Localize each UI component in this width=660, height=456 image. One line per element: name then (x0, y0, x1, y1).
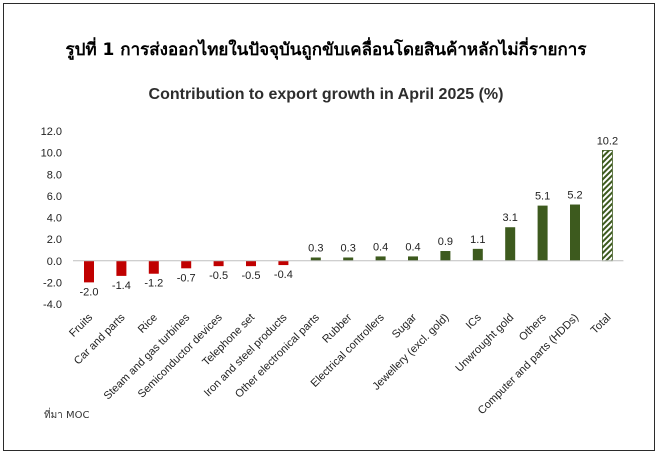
value-labels-group: -2.0 -1.4 -1.2 -0.7 -0.5 -0.5 -0.4 0.3 0.3 0.4 0.4… (80, 135, 619, 298)
data-label: 1.1 (470, 234, 485, 246)
bar-rubber (343, 257, 354, 261)
data-label: -0.7 (177, 272, 196, 284)
data-label: 0.4 (405, 241, 420, 253)
x-tick-label: Unwrought gold (453, 312, 516, 375)
y-tick-label: 0.0 (47, 256, 62, 268)
data-label: -2.0 (80, 286, 99, 298)
data-label: -1.4 (112, 280, 131, 292)
x-tick-label: Total (589, 312, 614, 337)
bar-iron-and-steel-products (278, 260, 289, 266)
y-tick-label: 12.0 (41, 126, 62, 138)
bar-other-electronical-parts (310, 257, 321, 261)
bar-car-and-parts (116, 260, 127, 276)
bar-others (537, 205, 548, 261)
x-tick-label: Rice (136, 312, 160, 336)
y-tick-label: 2.0 (47, 234, 62, 246)
data-label: 10.2 (597, 135, 618, 147)
y-tick-label: -4.0 (43, 299, 62, 311)
y-tick-label: 4.0 (47, 213, 62, 225)
bar-unwrought-gold (505, 227, 516, 261)
x-tick-label: Fruits (67, 311, 95, 339)
data-label: -0.4 (274, 269, 293, 281)
data-label: -0.5 (242, 270, 261, 282)
data-label: 0.3 (341, 243, 356, 255)
bars-group (84, 150, 613, 283)
y-tick-label: 10.0 (41, 148, 62, 160)
bar-steam-and-gas-turbines (181, 260, 192, 269)
data-label: 5.2 (567, 190, 582, 202)
chart-title: Contribution to export growth in April 2… (148, 86, 504, 103)
data-label: 5.1 (535, 191, 550, 203)
data-label: 0.9 (438, 236, 453, 248)
x-tick-label: Sugar (390, 311, 419, 340)
bar-telephone-set (246, 260, 256, 267)
bar-fruits (84, 260, 94, 283)
y-tick-label: 6.0 (47, 191, 62, 203)
bar-computer-and-parts-hdds (570, 204, 580, 261)
source-note: ที่มา MOC (44, 410, 90, 421)
data-label: -0.5 (209, 270, 228, 282)
bar-sugar (408, 256, 418, 261)
data-label: 0.3 (308, 243, 323, 255)
x-tick-label: ICs (464, 311, 485, 332)
data-label: -1.2 (144, 278, 163, 290)
y-tick-label: -2.0 (43, 277, 62, 289)
bar-semiconductor-devices (213, 260, 224, 267)
figure-title: รูปที่ 1 การส่งออกไทยในปัจจุบันถูกขับเคล… (65, 40, 587, 60)
y-tick-label: 8.0 (47, 169, 62, 181)
bar-rice (148, 260, 159, 274)
bar-electrical-controllers (375, 256, 386, 261)
data-label: 0.4 (373, 241, 388, 253)
bar-total (602, 150, 613, 262)
data-label: 3.1 (503, 212, 518, 224)
bar-jewellery-excl-gold (440, 251, 451, 261)
y-axis: 12.0 10.0 8.0 6.0 4.0 2.0 0.0 -2.0 -4.0 (41, 126, 62, 311)
bar-ics (472, 248, 483, 261)
